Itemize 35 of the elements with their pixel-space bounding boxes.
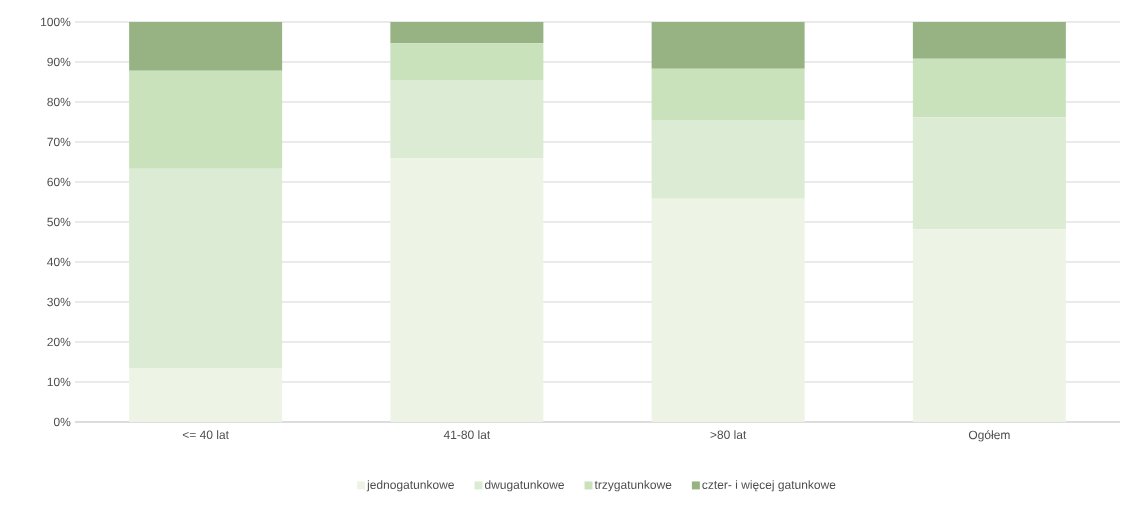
bar xyxy=(912,58,1066,118)
bar xyxy=(129,21,283,71)
bar xyxy=(390,79,544,158)
y-tick-label: 60% xyxy=(47,177,71,187)
bar xyxy=(912,229,1066,422)
y-tick-label: 10% xyxy=(47,377,71,387)
y-tick-label: 30% xyxy=(47,297,71,307)
bar xyxy=(390,157,544,422)
y-tick-label: 50% xyxy=(47,217,71,227)
x-tick-label: Ogółem xyxy=(968,430,1010,442)
bar xyxy=(651,198,805,422)
y-tick-label: 80% xyxy=(47,97,71,107)
bar xyxy=(129,70,283,169)
y-tick-label: 40% xyxy=(47,257,71,267)
y-tick-label: 20% xyxy=(47,337,71,347)
y-tick-label: 70% xyxy=(47,137,71,147)
bar xyxy=(651,68,805,120)
bar xyxy=(912,21,1066,59)
x-tick-label: >80 lat xyxy=(710,430,747,439)
bar xyxy=(129,367,283,422)
y-tick-label: 0% xyxy=(53,417,71,427)
bar xyxy=(912,117,1066,230)
legend-label: dwugatunkowe xyxy=(484,480,564,492)
bar xyxy=(129,168,283,368)
x-tick-label: 41-80 lat xyxy=(443,430,491,439)
y-tick-label: 100% xyxy=(41,17,71,27)
legend-label: trzygatunkowe xyxy=(594,480,672,492)
y-tick-label: 90% xyxy=(47,57,71,67)
bar xyxy=(651,119,805,199)
bar xyxy=(390,43,544,80)
bar xyxy=(651,21,805,69)
bar xyxy=(390,21,544,44)
x-tick-label: <= 40 lat xyxy=(182,430,229,439)
legend-label: jednogatunkowe xyxy=(366,480,454,492)
legend-label: czter- i więcej gatunkowe xyxy=(702,480,836,492)
